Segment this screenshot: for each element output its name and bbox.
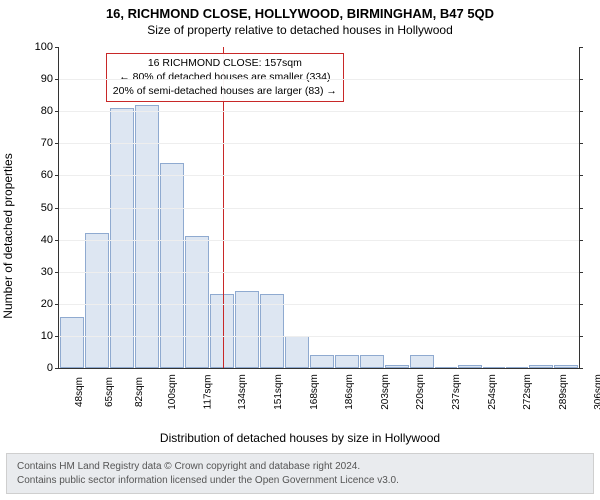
- histogram-bar: [360, 355, 384, 368]
- histogram-bar: [260, 294, 284, 368]
- address-title: 16, RICHMOND CLOSE, HOLLYWOOD, BIRMINGHA…: [0, 6, 600, 21]
- x-tick-label: 306sqm: [593, 374, 600, 410]
- y-axis-label: Number of detached properties: [1, 153, 15, 318]
- x-tick-label: 186sqm: [344, 374, 355, 410]
- x-ticks: 48sqm65sqm82sqm100sqm117sqm134sqm151sqm1…: [59, 368, 579, 383]
- y-tick-label: 60: [41, 169, 59, 181]
- x-axis-label: Distribution of detached houses by size …: [0, 431, 600, 445]
- x-tick-label: 48sqm: [74, 377, 85, 407]
- histogram-bar: [310, 355, 334, 368]
- y-tick-label: 20: [41, 298, 59, 310]
- y-tick-label: 90: [41, 73, 59, 85]
- annot-line1: 16 RICHMOND CLOSE: 157sqm: [113, 57, 337, 71]
- x-tick-label: 82sqm: [134, 377, 145, 407]
- plot-area: 16 RICHMOND CLOSE: 157sqm ← 80% of detac…: [58, 47, 580, 369]
- x-tick-label: 254sqm: [486, 374, 497, 410]
- x-tick-label: 168sqm: [308, 374, 319, 410]
- histogram-bar: [110, 108, 134, 368]
- titles: 16, RICHMOND CLOSE, HOLLYWOOD, BIRMINGHA…: [0, 0, 600, 37]
- histogram-bar: [410, 355, 434, 368]
- histogram-bar: [335, 355, 359, 368]
- annot-line2: ← 80% of detached houses are smaller (33…: [113, 71, 337, 85]
- histogram-bar: [60, 317, 84, 368]
- footer-line1: Contains HM Land Registry data © Crown c…: [17, 460, 583, 474]
- y-tick-label: 10: [41, 330, 59, 342]
- subtitle: Size of property relative to detached ho…: [0, 23, 600, 37]
- x-tick-label: 220sqm: [415, 374, 426, 410]
- x-tick-label: 151sqm: [273, 374, 284, 410]
- footer-line2: Contains public sector information licen…: [17, 474, 583, 488]
- x-tick-label: 237sqm: [451, 374, 462, 410]
- y-tick-label: 80: [41, 105, 59, 117]
- histogram-bar: [85, 233, 109, 368]
- histogram-bar: [235, 291, 259, 368]
- x-tick-label: 134sqm: [237, 374, 248, 410]
- histogram-bar: [285, 336, 309, 368]
- y-tick-label: 0: [47, 362, 59, 374]
- x-tick-label: 65sqm: [104, 377, 115, 407]
- footer: Contains HM Land Registry data © Crown c…: [6, 453, 594, 494]
- x-tick-label: 100sqm: [167, 374, 178, 410]
- x-tick-label: 272sqm: [522, 374, 533, 410]
- y-tick-label: 40: [41, 234, 59, 246]
- y-tick-label: 30: [41, 266, 59, 278]
- y-tick-label: 100: [35, 41, 59, 53]
- y-tick-label: 70: [41, 137, 59, 149]
- annot-line3: 20% of semi-detached houses are larger (…: [113, 85, 337, 99]
- chart-zone: Number of detached properties 16 RICHMON…: [12, 43, 588, 429]
- y-tick-label: 50: [41, 202, 59, 214]
- histogram-bar: [185, 236, 209, 368]
- histogram-bar: [210, 294, 234, 368]
- histogram-bar: [160, 163, 184, 368]
- x-tick-label: 289sqm: [557, 374, 568, 410]
- annotation-box: 16 RICHMOND CLOSE: 157sqm ← 80% of detac…: [106, 53, 344, 102]
- x-tick-label: 203sqm: [380, 374, 391, 410]
- chart-container: 16, RICHMOND CLOSE, HOLLYWOOD, BIRMINGHA…: [0, 0, 600, 500]
- x-tick-label: 117sqm: [202, 375, 213, 410]
